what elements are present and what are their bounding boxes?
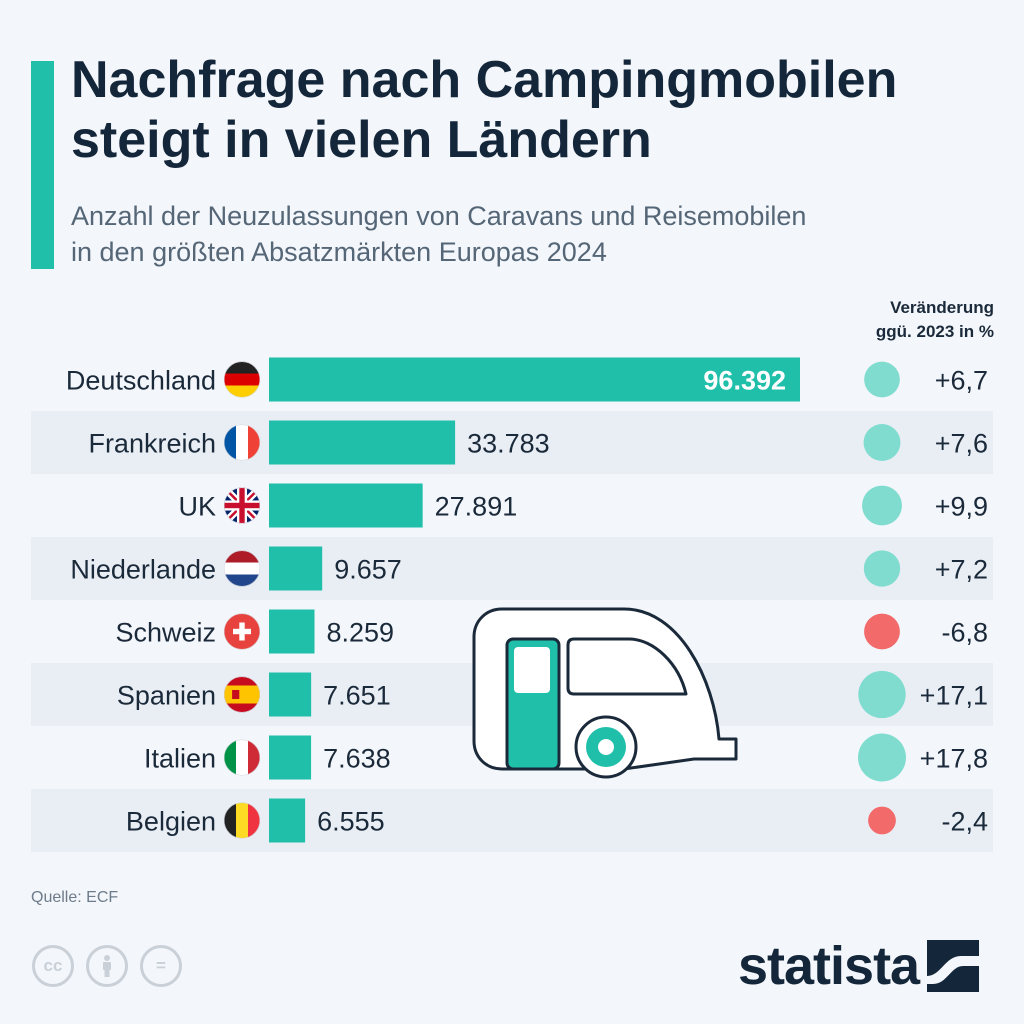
bar bbox=[269, 735, 312, 780]
change-bubble bbox=[864, 613, 900, 650]
category-label: Belgien bbox=[126, 807, 216, 837]
germany-flag-icon bbox=[224, 361, 260, 398]
bar bbox=[269, 798, 306, 843]
change-label: +7,6 bbox=[935, 429, 988, 459]
caravan-icon bbox=[472, 607, 738, 779]
bar bbox=[269, 420, 456, 465]
change-header-line-1: Veränderung bbox=[890, 298, 994, 317]
spain-flag-icon bbox=[224, 676, 260, 713]
category-label: Deutschland bbox=[66, 366, 216, 396]
license-icons: cc = bbox=[32, 945, 182, 987]
accent-bar bbox=[31, 61, 54, 269]
category-label: Niederlande bbox=[70, 555, 216, 585]
italy-flag-icon bbox=[224, 739, 260, 776]
switzerland-flag-icon bbox=[224, 613, 260, 650]
source-note: Quelle: ECF bbox=[31, 889, 119, 906]
bar bbox=[269, 357, 800, 402]
subtitle-line-2: in den größten Absatzmärkten Europas 202… bbox=[71, 237, 607, 267]
change-label: +6,7 bbox=[935, 366, 988, 396]
row-background bbox=[31, 789, 993, 852]
row-background bbox=[31, 537, 993, 600]
bar bbox=[269, 672, 312, 717]
statista-logo: statista bbox=[738, 936, 980, 996]
value-label: 6.555 bbox=[317, 807, 385, 837]
change-label: +9,9 bbox=[935, 492, 988, 522]
category-label: Schweiz bbox=[115, 618, 216, 648]
change-bubble bbox=[868, 806, 896, 835]
value-label: 9.657 bbox=[334, 555, 402, 585]
title-line-2: steigt in vielen Ländern bbox=[71, 111, 652, 169]
category-label: UK bbox=[178, 492, 216, 522]
change-bubble bbox=[858, 733, 906, 782]
value-label: 96.392 bbox=[703, 366, 786, 396]
statista-wordmark: statista bbox=[738, 936, 920, 996]
change-label: +17,1 bbox=[920, 681, 988, 711]
value-label: 7.651 bbox=[323, 681, 391, 711]
attribution-icon bbox=[86, 945, 128, 987]
change-label: +17,8 bbox=[920, 744, 988, 774]
subtitle-line-1: Anzahl der Neuzulassungen von Caravans u… bbox=[71, 201, 807, 231]
value-label: 33.783 bbox=[467, 429, 550, 459]
uk-flag-icon bbox=[224, 487, 260, 524]
value-label: 8.259 bbox=[326, 618, 394, 648]
bar bbox=[269, 609, 315, 654]
category-label: Spanien bbox=[117, 681, 216, 711]
category-label: Frankreich bbox=[88, 429, 216, 459]
chart-subtitle: Anzahl der Neuzulassungen von Caravans u… bbox=[71, 198, 1011, 270]
row-background bbox=[31, 411, 993, 474]
statista-mark-icon bbox=[927, 940, 980, 992]
change-bubble bbox=[858, 670, 906, 719]
change-label: -6,8 bbox=[941, 618, 988, 648]
change-label: -2,4 bbox=[941, 807, 988, 837]
change-bubble bbox=[864, 361, 900, 398]
title-line-1: Nachfrage nach Campingmobilen bbox=[71, 51, 898, 109]
bar bbox=[269, 483, 423, 528]
change-column-header: Veränderung ggü. 2023 in % bbox=[820, 296, 994, 344]
change-label: +7,2 bbox=[935, 555, 988, 585]
belgium-flag-icon bbox=[224, 802, 260, 839]
value-label: 27.891 bbox=[435, 492, 518, 522]
category-label: Italien bbox=[144, 744, 216, 774]
no-derivatives-icon: = bbox=[140, 945, 182, 987]
change-bubble bbox=[863, 550, 901, 587]
value-label: 7.638 bbox=[323, 744, 391, 774]
change-bubble bbox=[863, 424, 901, 461]
cc-icon: cc bbox=[32, 945, 74, 987]
change-bubble bbox=[862, 485, 902, 526]
netherlands-flag-icon bbox=[224, 550, 260, 587]
france-flag-icon bbox=[224, 424, 260, 461]
change-header-line-2: ggü. 2023 in % bbox=[875, 322, 994, 341]
bar bbox=[269, 546, 323, 591]
chart-title: Nachfrage nach Campingmobilen steigt in … bbox=[71, 50, 1011, 170]
